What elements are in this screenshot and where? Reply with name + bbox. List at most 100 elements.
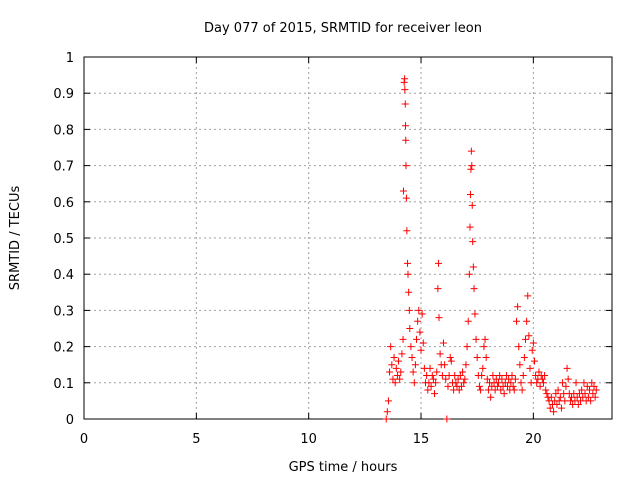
data-point <box>444 382 452 390</box>
data-point <box>414 317 422 325</box>
data-point <box>395 357 403 365</box>
plot-frame <box>83 56 613 420</box>
data-point <box>431 390 439 398</box>
data-point <box>509 382 517 390</box>
data-point <box>469 263 477 271</box>
data-point <box>454 375 462 383</box>
data-point <box>418 310 426 318</box>
data-point <box>552 390 560 398</box>
data-point <box>397 368 405 376</box>
data-point <box>513 317 521 325</box>
data-point <box>482 353 490 361</box>
data-point <box>514 303 522 311</box>
data-point <box>446 353 454 361</box>
data-point <box>521 335 529 343</box>
data-point <box>460 379 468 387</box>
data-points <box>382 75 600 423</box>
data-point <box>466 191 474 199</box>
data-point <box>452 379 460 387</box>
data-point <box>402 122 410 130</box>
y-tick-label: 0.6 <box>53 196 74 211</box>
data-point <box>481 335 489 343</box>
data-point <box>473 353 481 361</box>
data-point <box>433 368 441 376</box>
data-point <box>525 332 533 340</box>
y-tick-label: 0.7 <box>53 160 74 175</box>
data-point <box>402 194 410 202</box>
data-point <box>588 379 596 387</box>
data-point <box>459 368 467 376</box>
data-point <box>583 382 591 390</box>
data-point <box>408 353 416 361</box>
y-tick-labels: 0 0.1 0.2 0.3 0.4 0.5 0.6 0.7 0.8 0.9 1 <box>53 51 74 428</box>
data-point <box>415 306 423 314</box>
data-point <box>389 375 397 383</box>
data-point <box>392 364 400 372</box>
data-point <box>479 364 487 372</box>
data-point <box>590 382 598 390</box>
data-point <box>515 343 523 351</box>
y-tick-label: 0.2 <box>53 341 74 356</box>
data-point <box>578 386 586 394</box>
data-point <box>464 317 472 325</box>
data-point <box>562 382 570 390</box>
data-point <box>510 386 518 394</box>
data-point <box>419 339 427 347</box>
data-point <box>388 361 396 369</box>
data-point <box>405 306 413 314</box>
data-point <box>402 136 410 144</box>
data-point <box>547 393 555 401</box>
data-point <box>508 372 516 380</box>
data-point <box>511 375 519 383</box>
data-point <box>543 390 551 398</box>
data-point <box>559 379 567 387</box>
data-point <box>432 379 440 387</box>
data-point <box>489 372 497 380</box>
data-point <box>524 292 532 300</box>
data-point <box>401 86 409 94</box>
data-point <box>564 375 572 383</box>
data-point <box>519 372 527 380</box>
data-point <box>461 375 469 383</box>
data-point <box>538 375 546 383</box>
data-point <box>484 386 492 394</box>
data-point <box>457 382 465 390</box>
data-point <box>507 379 515 387</box>
data-point <box>475 382 483 390</box>
data-point <box>413 335 421 343</box>
data-point <box>467 165 475 173</box>
data-point <box>553 401 561 409</box>
data-point <box>439 339 447 347</box>
data-point <box>404 259 412 267</box>
data-point <box>591 393 599 401</box>
data-point <box>574 401 582 409</box>
data-point <box>469 238 477 246</box>
data-point <box>542 386 550 394</box>
data-point <box>442 375 450 383</box>
data-point <box>466 223 474 231</box>
data-point <box>455 386 463 394</box>
data-point <box>443 415 451 423</box>
data-point <box>438 372 446 380</box>
data-point <box>405 288 413 296</box>
data-point <box>517 379 525 387</box>
data-point <box>468 162 476 170</box>
data-point <box>563 364 571 372</box>
data-point <box>584 393 592 401</box>
data-point <box>471 310 479 318</box>
data-point <box>536 382 544 390</box>
data-point <box>429 375 437 383</box>
data-point <box>530 357 538 365</box>
data-point <box>386 368 394 376</box>
data-point <box>417 346 425 354</box>
data-point <box>384 397 392 405</box>
x-axis-label: GPS time / hours <box>289 460 398 475</box>
data-point <box>463 343 471 351</box>
data-point <box>541 372 549 380</box>
data-point <box>480 343 488 351</box>
data-point <box>580 379 588 387</box>
data-point <box>497 386 505 394</box>
data-point <box>387 343 395 351</box>
data-point <box>456 372 464 380</box>
